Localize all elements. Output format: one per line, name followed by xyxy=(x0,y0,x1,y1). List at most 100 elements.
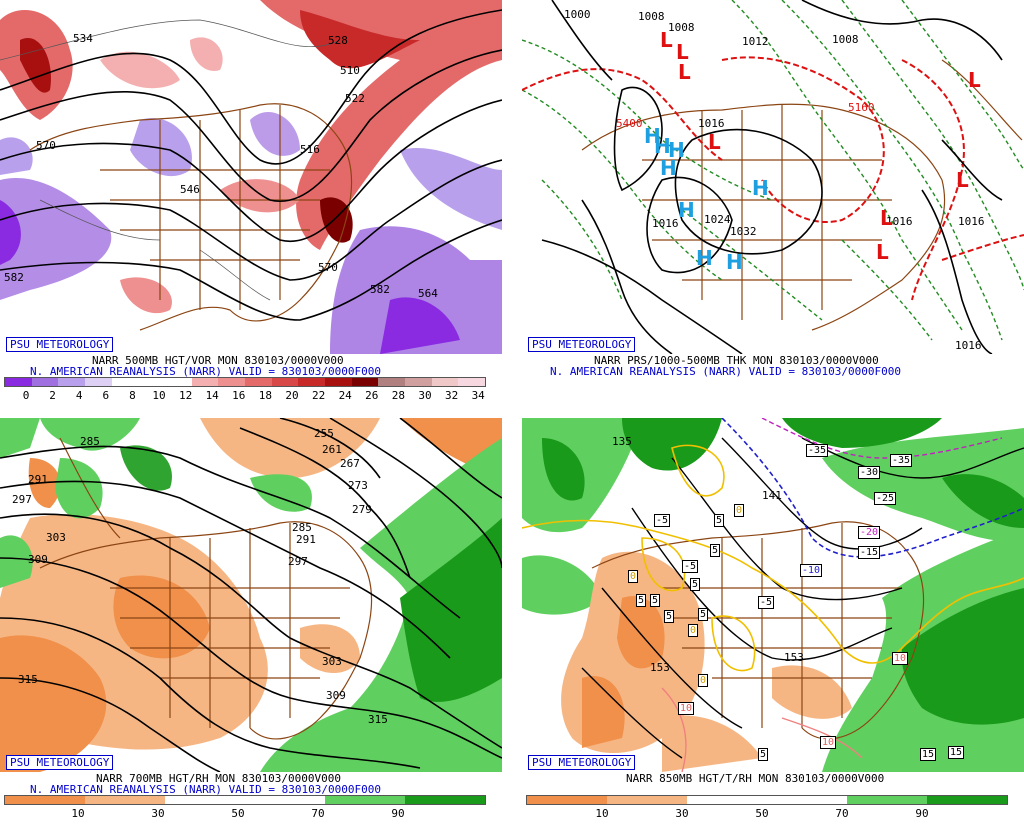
contour-label: 522 xyxy=(345,92,365,105)
color-scale-swatch xyxy=(111,378,139,386)
contour-label: 291 xyxy=(28,473,48,486)
color-scale-swatch xyxy=(458,378,486,386)
contour-label: 267 xyxy=(340,457,360,470)
color-scale-swatch xyxy=(5,796,85,804)
contour-label: 315 xyxy=(368,713,388,726)
color-scale-swatch xyxy=(298,378,326,386)
contour-label: 285 xyxy=(80,435,100,448)
contour-label: 153 xyxy=(650,661,670,674)
isobar-label: 1016 xyxy=(698,117,725,130)
contour-label: 261 xyxy=(322,443,342,456)
contour-label: 528 xyxy=(328,34,348,47)
isobar-label: 1016 xyxy=(955,339,982,352)
temperature-label: 15 xyxy=(920,748,937,761)
contour-label: 153 xyxy=(784,651,804,664)
map-valid-caption: N. AMERICAN REANALYSIS (NARR) VALID = 83… xyxy=(550,365,901,378)
isobar-label: 1000 xyxy=(564,8,591,21)
high-pressure-marker: H xyxy=(660,156,677,180)
color-scale-tick-label: 0 xyxy=(22,389,30,402)
psu-meteorology-badge: PSU METEOROLOGY xyxy=(528,755,636,770)
contour-label: 315 xyxy=(18,673,38,686)
high-pressure-marker: H xyxy=(726,250,743,274)
high-pressure-marker: H xyxy=(696,246,713,270)
isobar-label: 1008 xyxy=(668,21,695,34)
temperature-label: -25 xyxy=(874,492,897,505)
contour-label: 273 xyxy=(348,479,368,492)
color-scale-swatch xyxy=(85,378,112,386)
color-scale-tick-label: 22 xyxy=(311,389,326,402)
color-scale-swatch xyxy=(245,378,272,386)
panel-500mb-vorticity: 534 528 510 522 570 516 582 570 582 564 … xyxy=(0,0,512,409)
color-scale-swatch xyxy=(165,378,192,386)
color-scale-swatch xyxy=(847,796,927,804)
color-scale-swatch xyxy=(431,378,459,386)
temperature-label: -5 xyxy=(758,596,775,609)
panel-850mb-temp-rh: 135 141 153 153 -35 -30 -35 -25 -20 -15 … xyxy=(522,418,1024,827)
color-scale-swatch xyxy=(927,796,1007,804)
color-scale-bar xyxy=(4,377,486,387)
color-scale-swatch xyxy=(58,378,86,386)
contour-label: 141 xyxy=(762,489,782,502)
contour-label: 279 xyxy=(352,503,372,516)
contour-label: 297 xyxy=(288,555,308,568)
contour-label: 285 xyxy=(292,521,312,534)
color-scale-swatch xyxy=(85,796,165,804)
contour-label: 570 xyxy=(36,139,56,152)
color-scale-swatch xyxy=(245,796,325,804)
temperature-label: 5 xyxy=(714,514,725,527)
color-scale-swatch xyxy=(527,796,607,804)
contour-label: 309 xyxy=(326,689,346,702)
color-scale-tick-label: 30 xyxy=(418,389,432,402)
color-scale-swatch xyxy=(5,378,32,386)
contour-label: 303 xyxy=(322,655,342,668)
isobar-label: 1008 xyxy=(638,10,665,23)
color-scale-tick-label: 24 xyxy=(338,389,352,402)
color-scale-swatch xyxy=(31,378,59,386)
high-pressure-marker: H xyxy=(668,138,685,162)
contour-label: 135 xyxy=(612,435,632,448)
contour-label: 546 xyxy=(180,183,200,196)
contour-label: 303 xyxy=(46,531,66,544)
contour-label: 570 xyxy=(318,261,338,274)
high-pressure-marker: H xyxy=(644,124,661,148)
color-scale-swatch xyxy=(325,378,352,386)
temperature-label: -30 xyxy=(858,466,881,479)
high-pressure-marker: H xyxy=(654,134,671,158)
map-850mb: 135 141 153 153 -35 -30 -35 -25 -20 -15 … xyxy=(522,418,1024,772)
color-scale-tick-label: 12 xyxy=(178,389,193,402)
isobar-label: 1016 xyxy=(958,215,985,228)
high-pressure-marker: H xyxy=(752,176,769,200)
temperature-label: 10 xyxy=(820,736,837,749)
low-pressure-marker: L xyxy=(708,130,721,154)
color-scale-tick-label: 50 xyxy=(231,807,245,820)
temperature-label: 5 xyxy=(698,608,709,621)
color-scale-bar xyxy=(526,795,1008,805)
color-scale-tick-label: 18 xyxy=(258,389,273,402)
color-scale-swatch xyxy=(607,796,687,804)
isobar-label: 1008 xyxy=(832,33,859,46)
low-pressure-marker: L xyxy=(956,168,969,192)
color-scale-swatch xyxy=(767,796,847,804)
temperature-label: 5 xyxy=(664,610,675,623)
contour-label: 309 xyxy=(28,553,48,566)
panel-sea-level-pressure-thickness: 1000 1008 1008 1012 1008 1016 5400 1024 … xyxy=(522,0,1024,409)
contour-label: 534 xyxy=(73,32,93,45)
isobar-label: 1024 xyxy=(704,213,731,226)
color-scale-tick-label: 30 xyxy=(675,807,689,820)
color-scale-swatch xyxy=(218,378,246,386)
color-scale-swatch xyxy=(687,796,767,804)
color-scale-tick-label: 10 xyxy=(152,389,166,402)
temperature-label: 10 xyxy=(678,702,695,715)
color-scale-swatch xyxy=(138,378,166,386)
color-scale-swatch xyxy=(351,378,379,386)
map-pressure-thickness: 1000 1008 1008 1012 1008 1016 5400 1024 … xyxy=(522,0,1024,354)
psu-meteorology-badge: PSU METEOROLOGY xyxy=(6,337,114,352)
isobar-label: 1012 xyxy=(742,35,769,48)
temperature-label: 0 xyxy=(628,570,639,583)
color-scale-tick-label: 2 xyxy=(49,389,56,402)
color-scale-swatch xyxy=(405,796,485,804)
temperature-label: 0 xyxy=(734,504,745,517)
map-500mb: 534 528 510 522 570 516 582 570 582 564 … xyxy=(0,0,502,354)
color-scale-tick-label: 70 xyxy=(835,807,849,820)
color-scale-swatch xyxy=(271,378,299,386)
